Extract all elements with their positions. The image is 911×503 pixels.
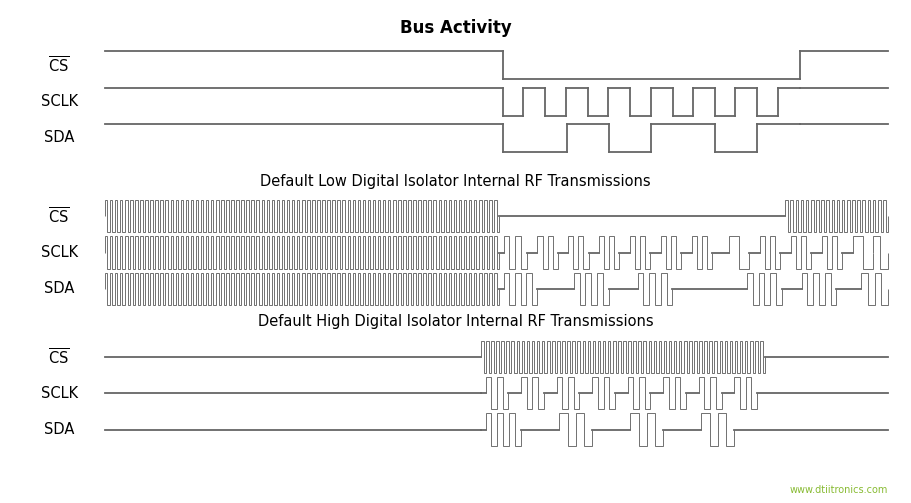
Text: SCLK: SCLK <box>41 386 77 401</box>
Text: Default High Digital Isolator Internal RF Transmissions: Default High Digital Isolator Internal R… <box>258 314 653 329</box>
Text: $\overline{\rm CS}$: $\overline{\rm CS}$ <box>48 55 70 75</box>
Text: SDA: SDA <box>44 281 75 296</box>
Text: www.dtiitronics.com: www.dtiitronics.com <box>790 485 888 495</box>
Text: SCLK: SCLK <box>41 94 77 109</box>
Text: SCLK: SCLK <box>41 245 77 260</box>
Text: Bus Activity: Bus Activity <box>400 19 511 37</box>
Text: $\overline{\rm CS}$: $\overline{\rm CS}$ <box>48 206 70 226</box>
Text: SDA: SDA <box>44 130 75 145</box>
Text: $\overline{\rm CS}$: $\overline{\rm CS}$ <box>48 347 70 367</box>
Text: Default Low Digital Isolator Internal RF Transmissions: Default Low Digital Isolator Internal RF… <box>261 174 650 189</box>
Text: SDA: SDA <box>44 422 75 437</box>
